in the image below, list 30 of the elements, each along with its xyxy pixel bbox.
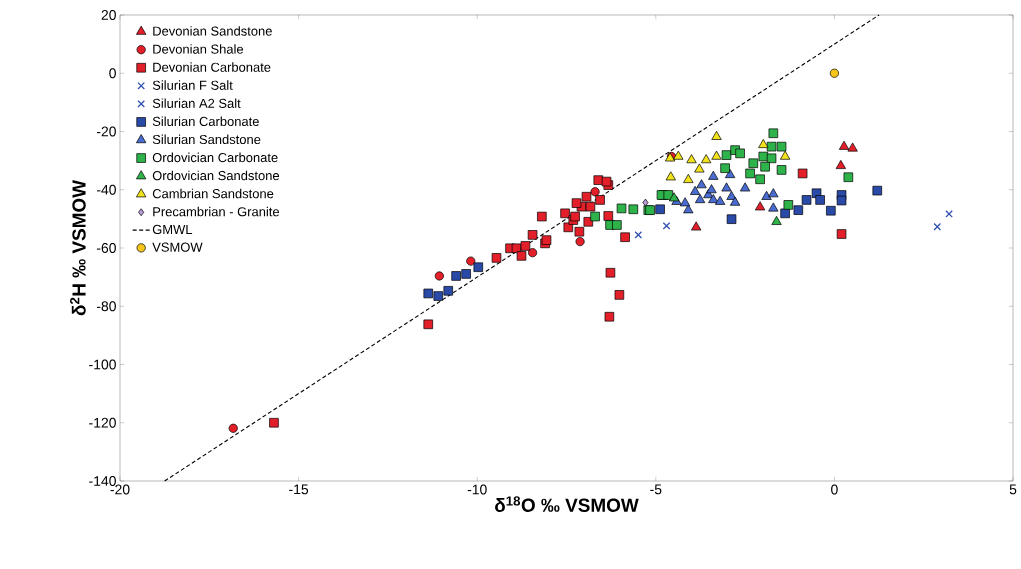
x-tick-label: -20 — [110, 484, 130, 495]
x-tick-label: 0 — [831, 484, 838, 495]
legend-label: Devonian Shale — [153, 44, 244, 54]
legend-label: GMWL — [152, 224, 193, 235]
y-tick-label: -40 — [96, 184, 116, 195]
y-tick-label: -100 — [89, 359, 116, 370]
y-tick-label: -60 — [96, 243, 116, 253]
y-tick-label: 0 — [109, 68, 116, 79]
legend-label: Silurian F Salt — [152, 80, 233, 90]
y-tick-label: -120 — [89, 417, 116, 428]
y-tick-label: -20 — [96, 126, 116, 137]
legend-label: Silurian Carbonate — [152, 116, 259, 126]
y-tick-label: -80 — [96, 301, 116, 312]
legend-label: Ordovician Carbonate — [152, 152, 278, 163]
legend-label: VSMOW — [152, 242, 203, 252]
legend-label: Devonian Sandstone — [153, 26, 272, 36]
legend-label: Ordovician Sandstone — [152, 170, 280, 181]
legend-label: Silurian A2 Salt — [152, 98, 241, 108]
x-tick-label: -15 — [289, 484, 309, 495]
x-axis-title: δ$^{18}$O ‰ VSMOW — [495, 496, 639, 512]
legend-label: Devonian Carbonate — [153, 62, 271, 72]
legend-label: Precambrian - Granite — [153, 206, 280, 217]
x-tick-label: -5 — [650, 484, 662, 495]
legend-label: Silurian Sandstone — [152, 134, 261, 145]
y-tick-label: 20 — [101, 10, 116, 20]
x-tick-label: 5 — [1009, 484, 1017, 495]
y-axis-title: δ$^{2}$H ‰ VSMOW — [70, 180, 86, 316]
y-tick-label: -140 — [89, 476, 116, 486]
legend-label: Cambrian Sandstone — [152, 188, 274, 199]
x-tick-label: -10 — [467, 484, 487, 495]
